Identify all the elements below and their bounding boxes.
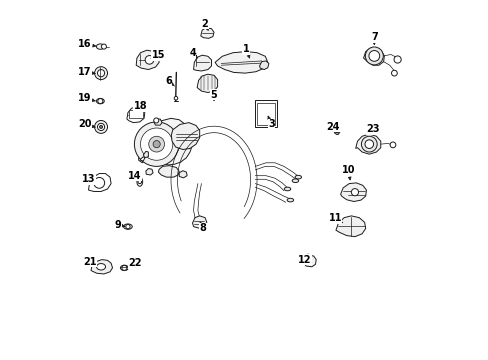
Circle shape bbox=[138, 180, 142, 184]
Text: 13: 13 bbox=[81, 174, 95, 184]
Polygon shape bbox=[179, 171, 187, 178]
Polygon shape bbox=[154, 119, 162, 125]
Text: 15: 15 bbox=[151, 50, 165, 60]
Circle shape bbox=[351, 189, 358, 196]
Ellipse shape bbox=[292, 179, 298, 183]
Text: 9: 9 bbox=[115, 220, 124, 230]
Text: 18: 18 bbox=[133, 102, 147, 112]
Circle shape bbox=[389, 142, 395, 148]
Circle shape bbox=[94, 177, 104, 188]
Circle shape bbox=[364, 140, 373, 148]
Polygon shape bbox=[193, 55, 211, 71]
Text: 17: 17 bbox=[78, 67, 95, 77]
Polygon shape bbox=[140, 157, 144, 161]
Ellipse shape bbox=[96, 264, 105, 270]
Text: 22: 22 bbox=[128, 258, 142, 268]
Text: 19: 19 bbox=[78, 93, 95, 103]
Bar bbox=[256, 103, 274, 125]
Circle shape bbox=[148, 136, 164, 152]
Text: 21: 21 bbox=[82, 257, 96, 267]
Polygon shape bbox=[145, 168, 153, 175]
Circle shape bbox=[98, 99, 102, 104]
Text: 2: 2 bbox=[201, 19, 208, 30]
Circle shape bbox=[368, 50, 379, 61]
Polygon shape bbox=[363, 48, 384, 65]
Text: 12: 12 bbox=[297, 254, 311, 265]
Circle shape bbox=[365, 47, 383, 65]
Ellipse shape bbox=[333, 125, 340, 134]
Ellipse shape bbox=[96, 98, 104, 104]
Polygon shape bbox=[171, 123, 199, 149]
Circle shape bbox=[145, 55, 153, 64]
Polygon shape bbox=[139, 118, 192, 165]
Text: 20: 20 bbox=[78, 120, 95, 129]
Circle shape bbox=[140, 128, 172, 160]
Polygon shape bbox=[259, 61, 268, 69]
Circle shape bbox=[391, 70, 396, 76]
Circle shape bbox=[333, 127, 339, 133]
Polygon shape bbox=[88, 174, 111, 192]
Circle shape bbox=[153, 118, 159, 123]
Text: 11: 11 bbox=[328, 213, 342, 223]
Polygon shape bbox=[143, 151, 148, 158]
Ellipse shape bbox=[120, 265, 128, 271]
Polygon shape bbox=[355, 134, 380, 154]
Text: 3: 3 bbox=[267, 116, 274, 129]
Text: 8: 8 bbox=[200, 222, 206, 233]
Bar bbox=[254, 100, 276, 127]
Polygon shape bbox=[215, 51, 267, 73]
Circle shape bbox=[393, 56, 400, 63]
Circle shape bbox=[100, 126, 102, 129]
Polygon shape bbox=[201, 28, 214, 39]
Circle shape bbox=[361, 136, 376, 152]
Ellipse shape bbox=[96, 44, 104, 49]
Text: 24: 24 bbox=[326, 122, 340, 132]
Text: 14: 14 bbox=[128, 171, 142, 181]
Circle shape bbox=[153, 140, 160, 148]
Circle shape bbox=[94, 67, 107, 80]
Circle shape bbox=[174, 96, 178, 100]
Circle shape bbox=[122, 265, 126, 270]
Circle shape bbox=[125, 225, 130, 229]
Polygon shape bbox=[126, 107, 144, 123]
Circle shape bbox=[134, 122, 179, 166]
Polygon shape bbox=[192, 216, 206, 228]
Polygon shape bbox=[340, 183, 366, 202]
Text: 1: 1 bbox=[243, 44, 249, 58]
Circle shape bbox=[97, 69, 104, 77]
Polygon shape bbox=[303, 255, 316, 267]
Text: 6: 6 bbox=[165, 76, 174, 86]
Bar bbox=[129, 111, 142, 118]
Ellipse shape bbox=[294, 175, 301, 179]
Text: 23: 23 bbox=[366, 124, 379, 135]
Text: 16: 16 bbox=[78, 40, 96, 49]
Circle shape bbox=[94, 121, 107, 134]
Text: 4: 4 bbox=[189, 48, 197, 58]
Ellipse shape bbox=[284, 187, 290, 191]
Polygon shape bbox=[158, 166, 179, 177]
Ellipse shape bbox=[123, 224, 132, 229]
Text: 5: 5 bbox=[210, 90, 217, 100]
Polygon shape bbox=[197, 74, 217, 93]
Ellipse shape bbox=[286, 198, 293, 202]
Text: 7: 7 bbox=[370, 32, 377, 45]
Circle shape bbox=[101, 44, 106, 49]
Ellipse shape bbox=[137, 177, 142, 186]
Text: 10: 10 bbox=[341, 165, 354, 180]
Polygon shape bbox=[136, 50, 159, 69]
Polygon shape bbox=[335, 216, 365, 237]
Circle shape bbox=[97, 123, 104, 131]
Polygon shape bbox=[91, 260, 112, 274]
